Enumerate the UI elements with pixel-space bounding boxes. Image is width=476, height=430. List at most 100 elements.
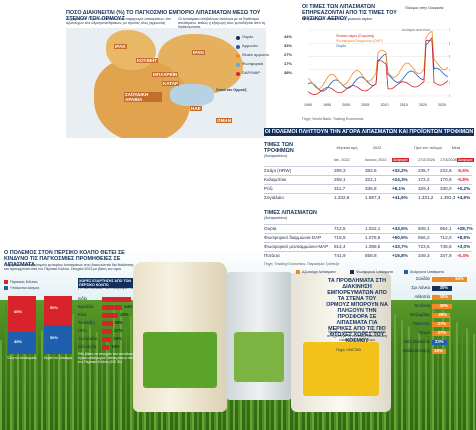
cell-value: 1.331,2 xyxy=(418,195,434,200)
cell-diff: +3,0% xyxy=(457,244,471,249)
price-title: ΟΙ ΤΙΜΕΣ ΤΩΝ ΛΙΠΑΣΜΑΤΩΝ ΕΠΗΡΕΑΖΟΝΤΑΙ ΑΠΟ… xyxy=(302,4,397,22)
bar-value-label: 25% xyxy=(113,336,122,341)
grass-blade xyxy=(5,303,7,430)
table-row: Σογιάλαιο 1.332,8 1.887,3 +41,6% 1.331,2 1.39… xyxy=(264,193,472,203)
cell-value: 329,4 xyxy=(418,186,430,191)
legend-k-swatch xyxy=(404,270,408,274)
cell-value: 723,6 xyxy=(418,244,430,249)
bar xyxy=(432,339,448,345)
bar-category-label: Βραζιλία xyxy=(78,304,94,309)
legend-value: 38% xyxy=(284,70,293,75)
left-title: Ο ΠΟΛΕΜΟΣ ΣΤΟΝ ΠΕΡΣΙΚΟ ΚΟΛΠΟ ΘΕΤΕΙ ΣΕ ΚΙ… xyxy=(4,250,125,268)
grass-blade xyxy=(22,315,24,430)
bar-category-label: Πακιστάν xyxy=(412,321,430,326)
cell-value: 311,7 xyxy=(334,186,346,191)
fertilizer-bag-middle xyxy=(226,272,292,400)
label-oman: ΟΜΑΝ xyxy=(216,118,233,123)
bar xyxy=(432,294,452,300)
row-name: Σιτάρι (HRW) xyxy=(264,168,292,173)
col-diff-2: Διαφορά xyxy=(457,158,474,162)
legend-rest-swatch xyxy=(4,286,8,290)
grass-blade xyxy=(101,335,103,430)
grass-blade xyxy=(461,325,463,430)
cell-diff: +8,5% xyxy=(457,235,471,240)
fertilizer-bag-large xyxy=(133,262,227,412)
cell-value: 322,1 xyxy=(365,177,377,182)
bar-value-label: 54% xyxy=(124,304,133,309)
grass-blade xyxy=(468,331,470,430)
label-hormuz: Στενά του Ορμούζ xyxy=(216,88,247,92)
grass-blade xyxy=(48,336,50,430)
bag-label xyxy=(303,342,379,396)
bar-value-label: 43% xyxy=(120,312,129,317)
map-title: ΠΟΣΟ ΔΙΑΚΙΝΕΙΤΑΙ (%) ΤΟ ΠΑΓΚΟΣΜΙΟ ΕΜΠΟΡΙ… xyxy=(66,10,261,22)
stack-urea-bottom-label: 50% xyxy=(50,335,59,340)
x-tick-label: 2020 xyxy=(418,103,427,107)
bar-category-label: Ταϊλάνδη xyxy=(78,320,95,325)
cell-diff: -5,6% xyxy=(457,168,470,173)
grass-blade xyxy=(0,340,2,430)
right-note: Μερίδιο λιπασμάτων που εισάγονται σε σχέ… xyxy=(326,330,388,343)
legend-dot xyxy=(236,63,240,67)
cell-value: 656,2 xyxy=(418,235,430,240)
table-row: Ουρία 712,5 1.022,1 +43,5% 508,1 654,1 +28,7% xyxy=(264,224,473,234)
stack-all-rest xyxy=(8,332,36,354)
legend-rest: Υπόλοιποι κόσμος xyxy=(10,286,40,290)
row-name: Σογιάλαιο xyxy=(264,195,284,200)
legend-dot xyxy=(236,36,240,40)
cell-diff: -0,8% xyxy=(457,177,470,182)
stack-urea-caption: Ουρία το λίπασμα xyxy=(43,356,73,360)
map-bullet-1: Οι χώρες του Περσικού Κόλπου είναι παραγ… xyxy=(66,17,172,26)
cell-diff: +15,8% xyxy=(392,253,408,258)
x-tick-label: 2025 xyxy=(438,103,446,107)
bar-value-label: 27% xyxy=(437,321,447,326)
x-tick-label: 2010 xyxy=(380,103,389,107)
bar xyxy=(102,312,119,318)
bag-label xyxy=(234,332,284,382)
cell-diff: +8,1% xyxy=(392,186,406,191)
cell-diff: -0,4% xyxy=(457,253,470,258)
legend-label: DAP/MAP xyxy=(242,70,261,75)
table-left-sub: (δολάρια/τόνο) xyxy=(264,154,288,158)
price-legend-dap: Φωσφορικό διαμμώνιο (DAP) xyxy=(336,39,384,43)
legend-dot xyxy=(236,45,240,49)
bag-label xyxy=(143,332,217,388)
cell-value: 289,3 xyxy=(334,168,346,173)
bar-value-label: 30% xyxy=(439,285,449,290)
cell-value: 1.332,8 xyxy=(334,195,350,200)
grass-blade xyxy=(473,334,475,430)
bar-value-label: 30% xyxy=(439,303,449,308)
series-dap xyxy=(307,30,449,90)
col-after: Μετά xyxy=(451,146,461,150)
legend-value: 33% xyxy=(284,43,293,48)
bar-category-label: Αιθιοπία xyxy=(414,294,431,299)
col-monthly: Μηνιαία τιμή xyxy=(336,146,358,150)
x-tick-label: 1990 xyxy=(304,103,312,107)
grass-blade xyxy=(394,314,396,430)
y-tick-label: 400 xyxy=(449,68,450,72)
bar-category-label: Σουδάν xyxy=(415,276,430,281)
x-tick-label: 1995 xyxy=(323,103,332,107)
col-sub-jun: Ιούνιος 2022 xyxy=(365,158,387,162)
grass-blade xyxy=(70,311,72,430)
grass-blade xyxy=(437,307,439,430)
bar xyxy=(432,312,451,318)
label-iran: ΙΡΑΝ xyxy=(192,50,205,55)
price-legend-urea: Ουρία xyxy=(336,44,346,48)
series-gas xyxy=(307,39,449,96)
bar xyxy=(432,303,452,309)
import-note: *Με βάση τα στοιχεία του συνολικού όγκου… xyxy=(78,352,136,365)
cell-value: 1.887,3 xyxy=(365,195,381,200)
bar-category-label: Νέα Ζηλανδία xyxy=(404,339,430,344)
grass-blade xyxy=(418,332,420,430)
grass-blade xyxy=(12,309,14,430)
grass-blade xyxy=(466,328,468,430)
import-title: ΧΩΡΕΣ ΕΞΑΡΤΗΣΗΣ ΑΠΟ ΤΟΝ ΠΕΡΣΙΚΟ ΚΟΛΠΟ xyxy=(78,278,142,289)
col-sub-mar: 17/3/2026 xyxy=(440,158,457,162)
cell-value: 508,1 xyxy=(418,226,430,231)
y-tick-label: 1000 xyxy=(449,28,450,32)
row-name: Καλαμπόκι xyxy=(264,177,287,182)
stack-urea-gulf xyxy=(44,296,72,325)
grass-blade xyxy=(413,329,415,430)
table-left-head: ΤΙΜΕΣ ΤΩΝ ΤΡΟΦΙΜΩΝ xyxy=(264,142,294,154)
